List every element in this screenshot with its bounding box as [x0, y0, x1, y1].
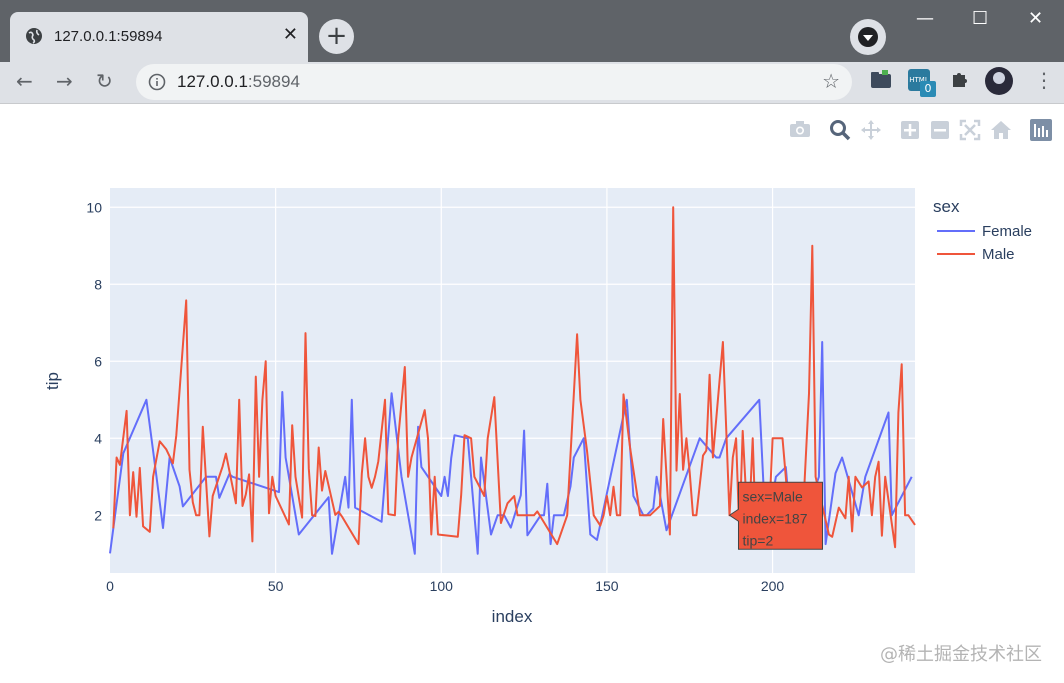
y-tick-labels: 2 4 6 8 10: [86, 199, 102, 523]
x-tick-label: 150: [595, 578, 619, 594]
legend-item-male[interactable]: Male: [937, 246, 1015, 263]
reload-icon[interactable]: ↻: [96, 69, 113, 93]
chevron-down-icon: [858, 27, 878, 47]
zoom-in-icon[interactable]: [900, 120, 920, 140]
series-line-male[interactable]: [112, 206, 916, 549]
y-tick-label: 10: [86, 199, 102, 215]
watermark: @稀土掘金技术社区: [880, 644, 1042, 665]
tab-search-button[interactable]: [850, 19, 886, 55]
bookmark-star-icon[interactable]: ☆: [822, 69, 840, 93]
hover-tooltip: sex=Male index=187 tip=2: [728, 481, 823, 550]
y-tick-label: 4: [94, 430, 102, 446]
menu-icon[interactable]: ⋮: [1034, 68, 1054, 92]
plotly-logo-icon[interactable]: [1030, 119, 1052, 141]
x-tick-labels: 0 50 100 150 200: [106, 578, 784, 594]
tooltip-line: index=187: [742, 510, 807, 526]
maximize-icon[interactable]: ☐: [972, 8, 989, 29]
series-line-female[interactable]: [109, 341, 913, 555]
x-axis-title: index: [492, 607, 533, 626]
tooltip-line: sex=Male: [742, 488, 803, 504]
extension-folder-icon[interactable]: [870, 69, 892, 91]
new-tab-button[interactable]: +: [319, 19, 354, 54]
plot-background: [110, 188, 915, 573]
autoscale-icon[interactable]: [959, 119, 981, 141]
y-tick-label: 8: [94, 276, 102, 292]
tooltip-box: [728, 481, 823, 550]
x-tick-label: 200: [761, 578, 785, 594]
camera-icon[interactable]: [789, 120, 811, 138]
pan-icon[interactable]: [860, 119, 882, 141]
tooltip-line: tip=2: [742, 532, 773, 548]
legend-title: sex: [933, 197, 960, 216]
home-icon[interactable]: [990, 120, 1012, 140]
globe-icon: [26, 28, 42, 44]
x-tick-label: 100: [430, 578, 454, 594]
legend-label-female: Female: [982, 223, 1032, 240]
close-window-icon[interactable]: ✕: [1028, 8, 1044, 29]
info-icon[interactable]: [148, 73, 166, 91]
puzzle-icon[interactable]: [950, 69, 970, 89]
x-tick-label: 0: [106, 578, 114, 594]
minimize-icon[interactable]: —: [916, 8, 934, 29]
series-layer: [109, 206, 916, 555]
legend-item-female[interactable]: Female: [937, 223, 1032, 240]
back-icon[interactable]: ←: [16, 69, 33, 93]
y-tick-label: 2: [94, 507, 102, 523]
address-bar[interactable]: 127.0.0.1:59894 ☆: [136, 64, 852, 100]
browser-toolbar: ← → ↻ 127.0.0.1:59894 ☆ HTML 0 ⋮: [0, 62, 1064, 104]
gridlines: [110, 188, 915, 573]
zoom-out-icon[interactable]: [930, 120, 950, 140]
avatar[interactable]: [985, 67, 1013, 95]
url-text: 127.0.0.1:59894: [177, 72, 300, 91]
y-axis-title: tip: [43, 372, 62, 390]
zoom-icon[interactable]: [829, 119, 851, 141]
legend-label-male: Male: [982, 246, 1015, 263]
browser-tab-bar: 127.0.0.1:59894 ✕ + — ☐ ✕: [0, 0, 1064, 62]
tab-close-icon[interactable]: ✕: [282, 24, 298, 45]
x-tick-label: 50: [268, 578, 284, 594]
legend: sex Female Male: [933, 197, 1032, 263]
extension-badge: 0: [920, 81, 936, 97]
tab-title: 127.0.0.1:59894: [54, 28, 163, 45]
y-tick-label: 6: [94, 353, 102, 369]
browser-tab[interactable]: 127.0.0.1:59894 ✕: [10, 12, 308, 62]
forward-icon[interactable]: →: [56, 69, 73, 93]
html-extension-icon[interactable]: HTML 0: [908, 69, 936, 99]
